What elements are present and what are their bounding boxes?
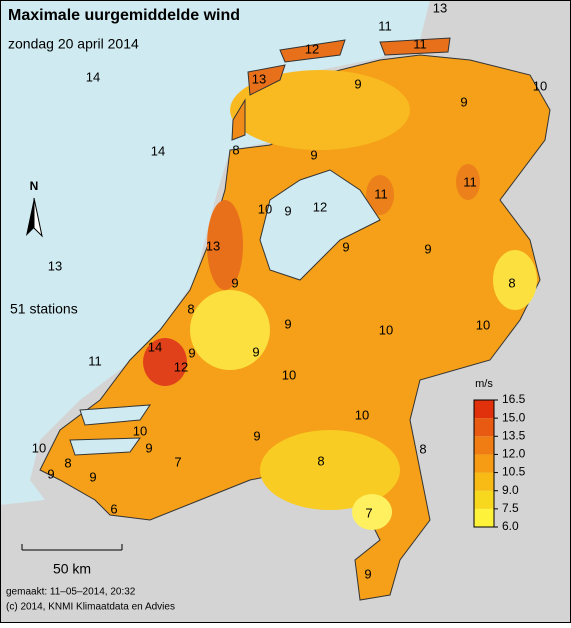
wind-zone <box>190 290 270 370</box>
station-value: 10 <box>533 78 547 93</box>
scale-label: 50 km <box>53 561 91 577</box>
station-value: 12 <box>174 359 188 374</box>
station-value: 9 <box>424 241 431 256</box>
north-arrow <box>26 198 34 236</box>
legend-tick-label: 16.5 <box>502 392 526 406</box>
station-value: 8 <box>232 142 239 157</box>
station-value: 9 <box>231 275 238 290</box>
station-value: 7 <box>365 505 372 520</box>
station-value: 9 <box>284 316 291 331</box>
station-value: 9 <box>252 344 259 359</box>
station-value: 9 <box>460 94 467 109</box>
legend-tick-label: 12.0 <box>502 447 526 461</box>
station-value: 10 <box>32 440 46 455</box>
station-value: 6 <box>110 501 117 516</box>
island <box>231 98 246 141</box>
station-value: 11 <box>463 174 477 189</box>
station-value: 9 <box>47 466 54 481</box>
station-value: 12 <box>313 199 327 214</box>
station-value: 14 <box>151 143 165 158</box>
station-value: 14 <box>86 69 100 84</box>
station-value: 9 <box>188 345 195 360</box>
island <box>379 37 451 56</box>
wind-zone <box>456 164 480 200</box>
station-value: 9 <box>364 566 371 581</box>
station-value: 9 <box>354 76 361 91</box>
station-value: 11 <box>88 353 102 368</box>
footer-copyright: (c) 2014, KNMI Klimaatdata en Advies <box>6 602 175 613</box>
station-value: 13 <box>48 258 62 273</box>
station-value: 11 <box>374 186 388 201</box>
station-value: 10 <box>379 322 393 337</box>
station-value: 10 <box>258 201 272 216</box>
wind-zone <box>207 200 243 290</box>
station-value: 13 <box>433 0 447 15</box>
legend-tick-label: 10.5 <box>502 465 526 479</box>
legend-swatch <box>474 454 494 473</box>
wind-zone <box>352 494 392 530</box>
station-value: 13 <box>252 71 266 86</box>
station-value: 8 <box>317 453 324 468</box>
legend-tick-label: 7.5 <box>502 501 519 515</box>
title: Maximale uurgemiddelde wind <box>8 7 240 24</box>
lake <box>259 169 381 281</box>
footer-made: gemaakt: 11–05–2014, 20:32 <box>6 587 136 598</box>
legend-unit: m/s <box>475 378 493 390</box>
station-value: 9 <box>253 428 260 443</box>
wind-zone <box>230 70 410 150</box>
legend-swatch <box>474 472 494 491</box>
legend-swatch <box>474 400 494 419</box>
station-value: 10 <box>476 317 490 332</box>
wind-zone <box>143 338 187 386</box>
station-value: 9 <box>342 239 349 254</box>
north-label: N <box>30 179 39 193</box>
station-value: 9 <box>284 203 291 218</box>
station-value: 11 <box>413 36 427 51</box>
land <box>39 54 551 601</box>
station-value: 8 <box>419 441 426 456</box>
legend-swatch <box>474 418 494 437</box>
wind-zone <box>366 175 394 215</box>
legend-swatch <box>474 508 494 527</box>
station-value: 13 <box>206 238 220 253</box>
legend-tick-label: 6.0 <box>502 519 519 533</box>
station-value: 11 <box>378 18 392 33</box>
legend-tick-label: 15.0 <box>502 410 526 424</box>
stations-note: 51 stations <box>10 301 78 317</box>
station-value: 8 <box>64 455 71 470</box>
station-value: 8 <box>508 275 515 290</box>
station-value: 9 <box>89 469 96 484</box>
legend-tick-label: 9.0 <box>502 483 519 497</box>
station-value: 12 <box>305 41 319 56</box>
sea <box>0 0 430 505</box>
subtitle: zondag 20 april 2014 <box>8 36 139 52</box>
station-value: 10 <box>133 423 147 438</box>
island <box>247 64 286 96</box>
station-value: 9 <box>145 440 152 455</box>
legend-tick-label: 13.5 <box>502 428 526 442</box>
estuary <box>69 404 151 456</box>
north-arrow <box>33 197 43 238</box>
wind-zone <box>260 430 400 510</box>
legend-swatch <box>474 436 494 455</box>
station-value: 8 <box>187 301 194 316</box>
station-value: 7 <box>174 454 181 469</box>
island <box>279 39 346 63</box>
legend-swatch <box>474 490 494 509</box>
station-value: 9 <box>310 147 317 162</box>
legend-box <box>473 399 495 528</box>
station-value: 10 <box>282 367 296 382</box>
station-value: 14 <box>148 339 162 354</box>
wind-zone <box>493 250 537 310</box>
station-value: 10 <box>355 407 369 422</box>
